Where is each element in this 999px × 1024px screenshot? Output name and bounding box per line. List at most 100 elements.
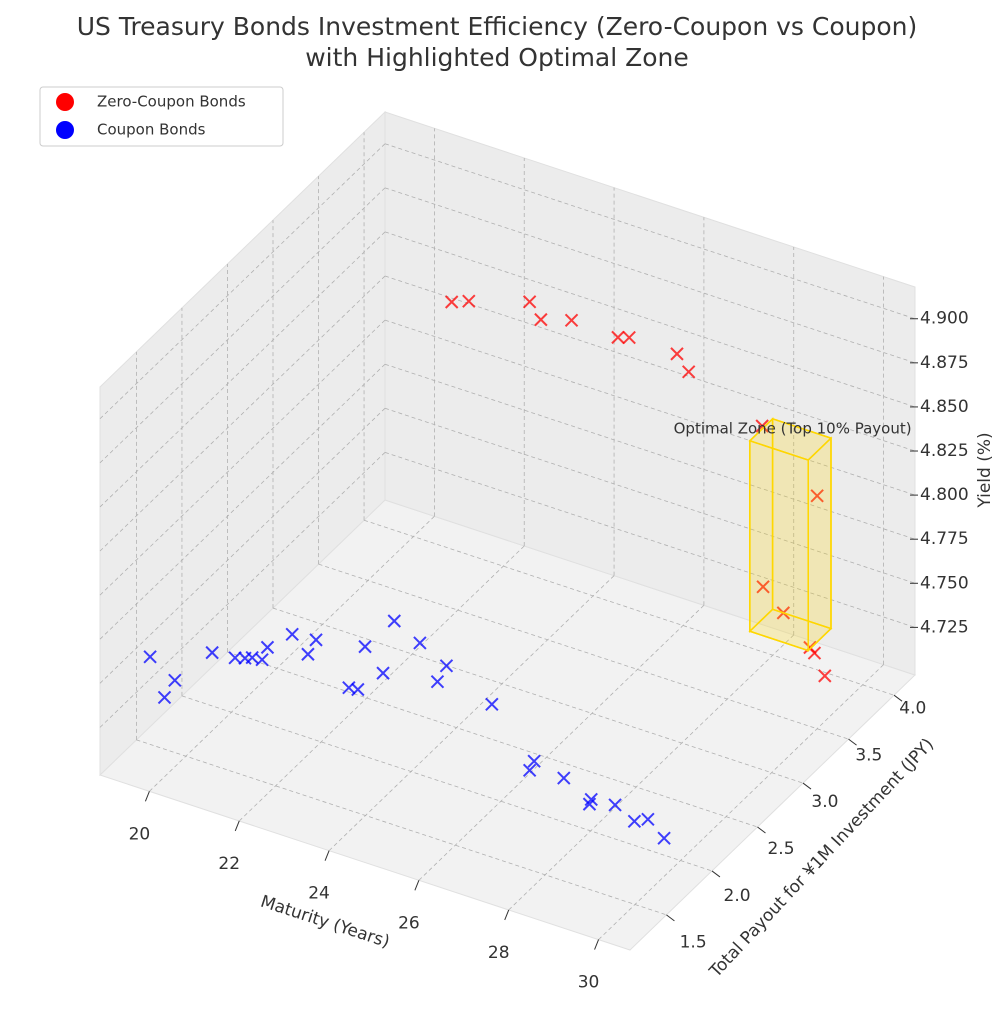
grid xyxy=(99,128,916,940)
marker xyxy=(205,645,219,660)
y-tick-label: 3.5 xyxy=(855,745,882,765)
legend-marker xyxy=(56,121,74,139)
marker xyxy=(557,771,571,785)
marker xyxy=(622,330,636,345)
grid-line xyxy=(99,319,386,596)
marker xyxy=(358,639,372,654)
grid-line xyxy=(318,563,849,740)
chart-title: US Treasury Bonds Investment Efficiency … xyxy=(77,12,918,41)
grid-line xyxy=(418,605,705,881)
y-tick-label: 4.0 xyxy=(899,699,926,719)
marker xyxy=(611,330,625,345)
grid-line xyxy=(238,545,525,822)
grid-line xyxy=(149,516,435,792)
z-tick-label: 4.825 xyxy=(920,441,969,461)
marker xyxy=(413,636,427,650)
chart-title: with Highlighted Optimal Zone xyxy=(305,43,689,72)
marker xyxy=(444,295,459,309)
x-tick-label: 24 xyxy=(308,884,330,904)
marker xyxy=(387,614,401,628)
grid-line xyxy=(328,575,615,851)
marker xyxy=(608,798,622,812)
marker xyxy=(582,797,597,811)
grid-line xyxy=(272,607,804,784)
marker xyxy=(157,690,172,705)
y-tick xyxy=(666,914,675,922)
x-tick-label: 22 xyxy=(218,854,240,874)
grid-line xyxy=(227,651,758,828)
marker xyxy=(564,313,579,328)
y-tick-label: 1.5 xyxy=(680,933,707,953)
grid-line xyxy=(99,275,386,552)
y-tick xyxy=(757,826,766,834)
x-tick xyxy=(324,850,330,861)
marker xyxy=(143,650,157,664)
x-tick xyxy=(234,820,240,832)
marker xyxy=(285,627,299,642)
marker xyxy=(228,651,242,665)
marker xyxy=(309,633,323,647)
grid-line xyxy=(384,231,916,408)
grid-line xyxy=(384,407,916,584)
optimal-zone: Optimal Zone (Top 10% Payout) xyxy=(674,417,912,653)
y-tick xyxy=(711,870,721,878)
marker xyxy=(430,674,445,689)
grid-line xyxy=(99,408,386,684)
zone-label: Optimal Zone (Top 10% Payout) xyxy=(674,419,912,437)
x-tick-label: 26 xyxy=(398,913,420,933)
marker xyxy=(522,295,537,309)
marker xyxy=(485,697,499,712)
marker xyxy=(641,812,655,826)
zone-face xyxy=(807,436,832,653)
grid-line xyxy=(99,363,386,640)
legend: Zero-Coupon Bonds Coupon Bonds xyxy=(39,86,284,147)
marker xyxy=(681,365,696,379)
marker xyxy=(534,312,548,327)
grid-line xyxy=(363,519,895,696)
marker xyxy=(439,659,454,673)
grid-line xyxy=(598,664,884,940)
y-tick-label: 3.0 xyxy=(811,792,838,812)
z-tick-label: 4.875 xyxy=(920,353,969,373)
pane xyxy=(99,110,386,777)
ticks: 20 22 24 26 28 30 1.5 2.0 2.5 3.0 3.5 4.0 4.725 4.750… xyxy=(129,309,969,993)
x-tick-label: 30 xyxy=(578,973,600,993)
marker xyxy=(657,831,671,845)
marker xyxy=(522,763,537,777)
grid-line xyxy=(384,452,916,628)
x-tick xyxy=(594,939,600,950)
x-tick-label: 28 xyxy=(488,943,510,963)
legend-box xyxy=(39,86,284,147)
marker xyxy=(755,419,769,433)
legend-label: Zero-Coupon Bonds xyxy=(97,93,246,111)
marker xyxy=(376,666,390,680)
z-tick-label: 4.725 xyxy=(920,617,969,637)
marker xyxy=(810,489,824,503)
y-tick-label: 2.0 xyxy=(724,886,751,906)
marker xyxy=(301,647,315,661)
x-tick xyxy=(414,880,420,891)
z-tick-label: 4.900 xyxy=(920,309,969,329)
legend-marker xyxy=(56,93,74,111)
y-tick-label: 2.5 xyxy=(767,839,794,859)
z-tick-label: 4.750 xyxy=(920,573,969,593)
grid-line xyxy=(99,187,386,464)
grid-line xyxy=(384,363,916,540)
z-tick-label: 4.775 xyxy=(920,529,969,549)
marker xyxy=(527,754,541,768)
marker xyxy=(168,673,182,687)
x-tick-label: 20 xyxy=(129,824,151,844)
grid-line xyxy=(384,319,916,496)
grid-line xyxy=(99,452,386,728)
grid-line xyxy=(99,143,386,420)
grid-line xyxy=(136,739,667,916)
grid-line xyxy=(384,187,916,364)
legend-label: Coupon Bonds xyxy=(97,121,206,139)
x-tick xyxy=(144,791,150,802)
y-tick xyxy=(802,782,812,790)
grid-line xyxy=(99,231,386,508)
grid-line xyxy=(384,143,916,320)
x-tick xyxy=(504,909,510,921)
marker xyxy=(756,580,770,594)
